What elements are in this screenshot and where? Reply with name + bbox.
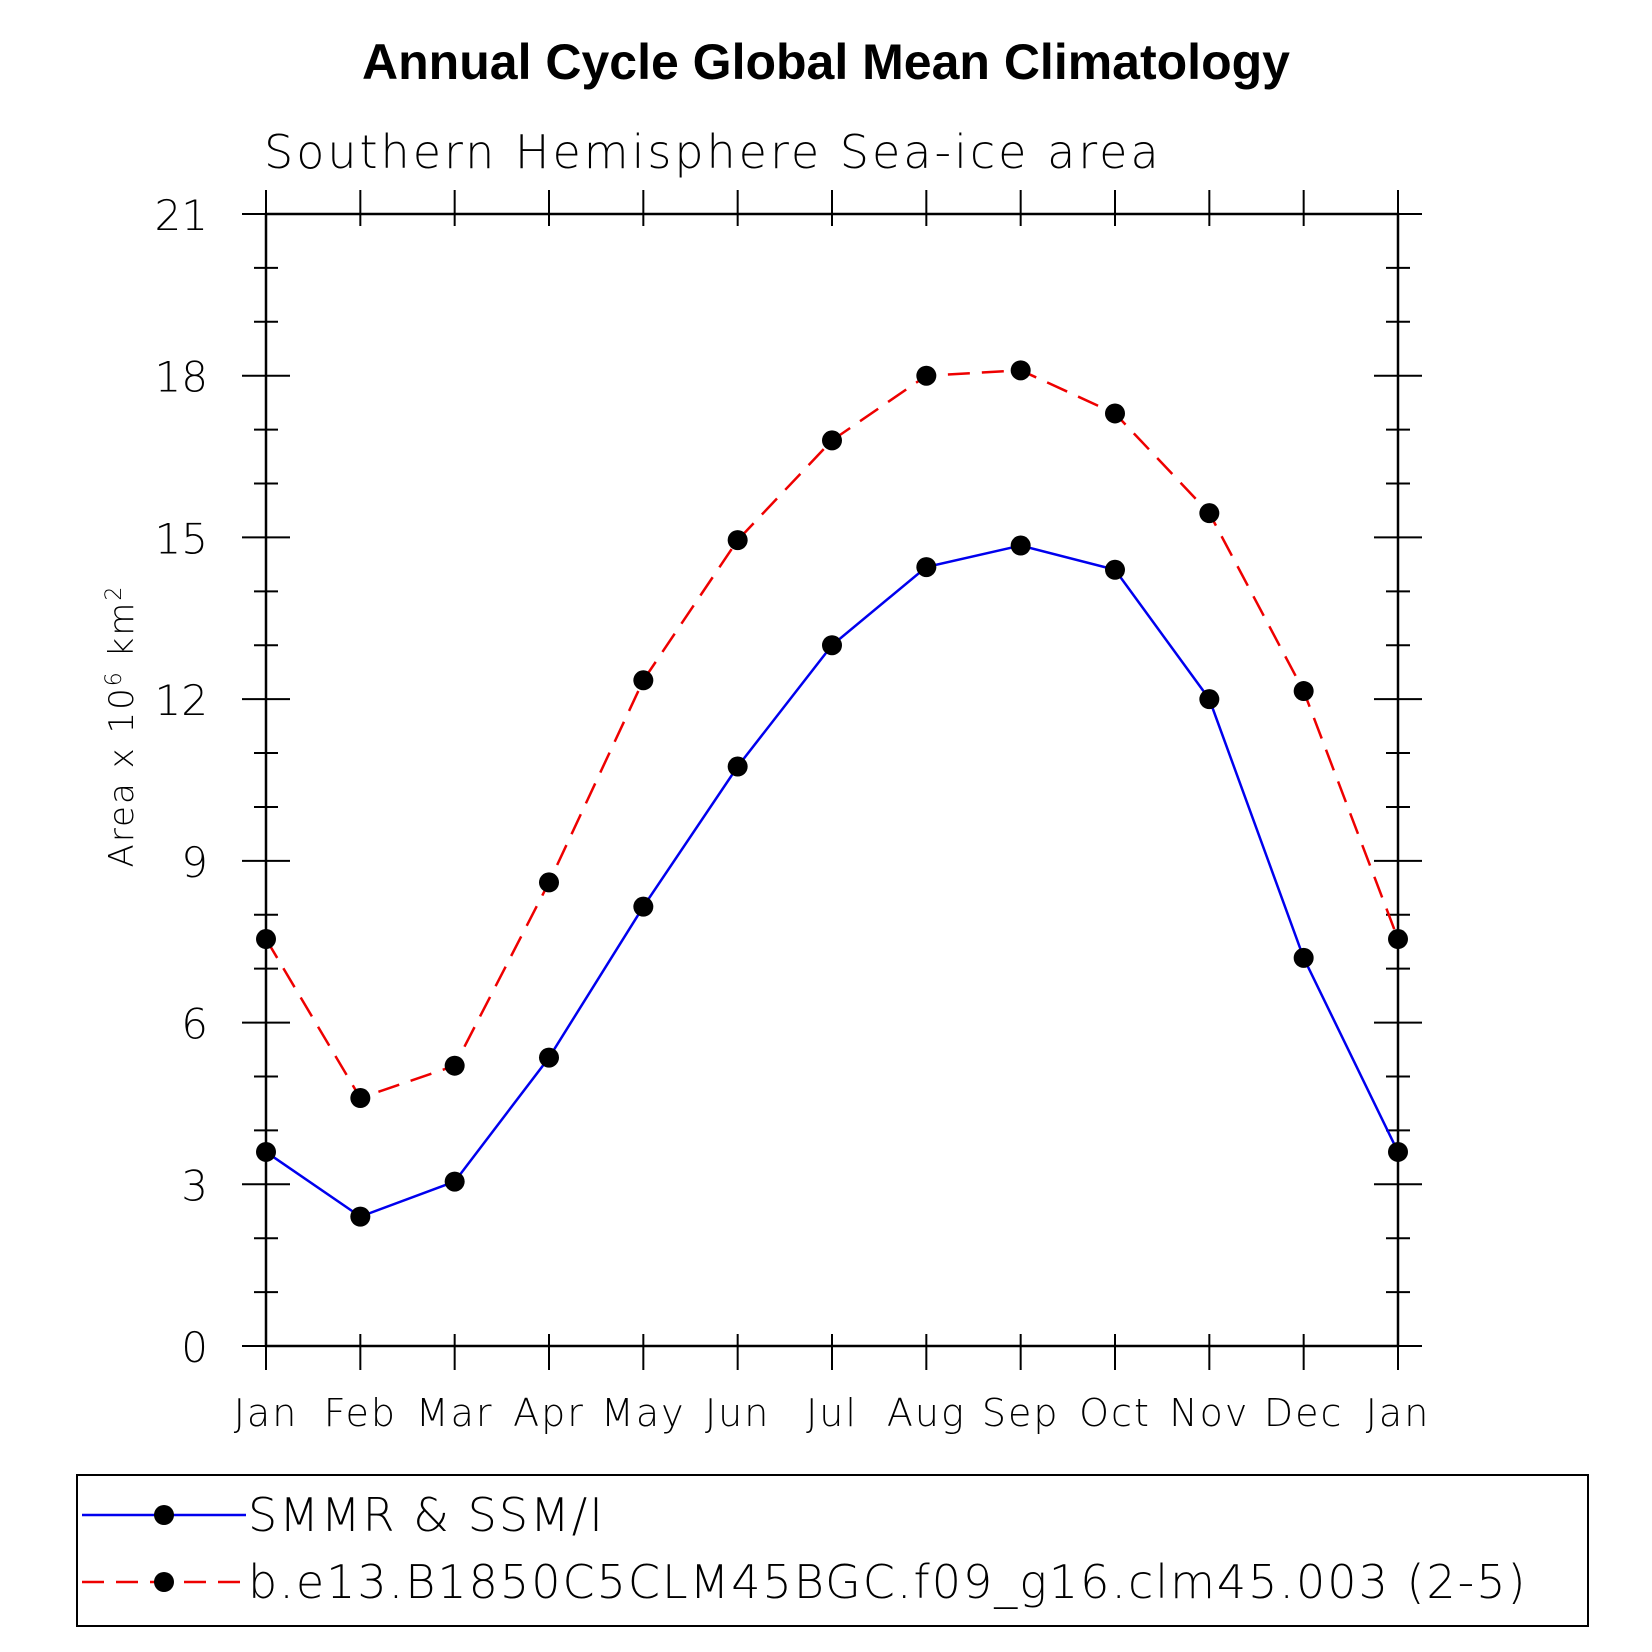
data-point	[444, 1055, 465, 1076]
data-point	[539, 1047, 559, 1068]
legend-label-1: SMMR & SSM/I	[248, 1488, 605, 1542]
y-tick-label: 9	[181, 838, 208, 887]
y-axis-label: Area x 106 km2	[102, 585, 143, 868]
data-point	[822, 430, 842, 451]
data-point	[1388, 1141, 1408, 1162]
chart-subtitle: Southern Hemisphere Sea-ice area	[264, 125, 1162, 179]
data-point	[1293, 681, 1314, 702]
x-tick-label: Mar	[416, 1391, 494, 1435]
y-tick-label: 3	[181, 1161, 208, 1210]
series-2	[256, 360, 1408, 1109]
y-axis-label-base: Area x 10	[102, 686, 142, 867]
y-tick-label: 12	[155, 676, 208, 725]
data-point	[444, 1171, 465, 1192]
y-axis-label-exponent-1: 6	[102, 670, 127, 686]
data-point	[727, 530, 748, 551]
data-point	[350, 1088, 371, 1109]
data-point	[350, 1206, 371, 1227]
data-point	[256, 929, 276, 950]
data-point	[1010, 535, 1031, 556]
legend: SMMR & SSM/I b.e13.B1850C5CLM45BGC.f09_g1…	[76, 1474, 1589, 1627]
x-tick-label: Jan	[234, 1391, 299, 1435]
y-tick-label: 21	[155, 191, 208, 240]
data-point	[1199, 503, 1220, 524]
y-tick-label: 0	[181, 1323, 208, 1372]
data-point	[727, 756, 748, 777]
legend-marker-2	[154, 1572, 174, 1592]
y-axis-label-exponent-2: 2	[102, 585, 127, 601]
data-point	[1388, 929, 1408, 950]
data-point	[822, 635, 842, 656]
x-tick-label: Sep	[982, 1391, 1060, 1435]
data-point	[1199, 689, 1220, 710]
x-tick-label: May	[601, 1391, 686, 1435]
legend-marker-1	[154, 1505, 174, 1525]
x-tick-label: Jan	[1366, 1391, 1431, 1435]
data-point	[539, 872, 559, 893]
plot-frame	[264, 212, 1400, 1348]
x-tick-label: Apr	[513, 1391, 585, 1435]
y-axis-label-unit: km	[102, 601, 142, 671]
series-1	[256, 535, 1408, 1227]
data-point	[916, 557, 937, 578]
y-tick-label: 15	[155, 514, 208, 563]
data-point	[633, 670, 654, 691]
y-tick-label: 6	[181, 1000, 208, 1049]
x-tick-label: Dec	[1264, 1391, 1344, 1435]
x-tick-label: Aug	[887, 1391, 966, 1435]
chart-title: Annual Cycle Global Mean Climatology	[362, 34, 1290, 90]
legend-box	[76, 1474, 1589, 1627]
data-point	[633, 896, 654, 917]
data-point	[916, 365, 937, 386]
x-tick-label: Jul	[806, 1391, 858, 1435]
x-tick-label: Oct	[1079, 1391, 1151, 1435]
x-tick-labels: Jan Feb Mar Apr May Jun Jul Aug Sep Oct Nov Dec Jan	[234, 1391, 1431, 1435]
data-point	[1105, 403, 1125, 424]
series-layer	[256, 360, 1408, 1227]
x-tick-label: Feb	[324, 1391, 397, 1435]
data-point	[256, 1141, 276, 1162]
x-tick-label: Nov	[1169, 1391, 1249, 1435]
x-tick-label: Jun	[705, 1391, 770, 1435]
y-tick-labels: 0 3 6 9 12 15 18 21	[155, 191, 208, 1372]
y-tick-label: 18	[155, 353, 208, 402]
data-point	[1105, 559, 1125, 580]
legend-label-2: b.e13.B1850C5CLM45BGC.f09_g16.clm45.003 …	[248, 1555, 1528, 1609]
data-point	[1293, 947, 1314, 968]
data-point	[1010, 360, 1031, 381]
axes	[242, 190, 1422, 1370]
series-line	[264, 369, 1400, 1100]
